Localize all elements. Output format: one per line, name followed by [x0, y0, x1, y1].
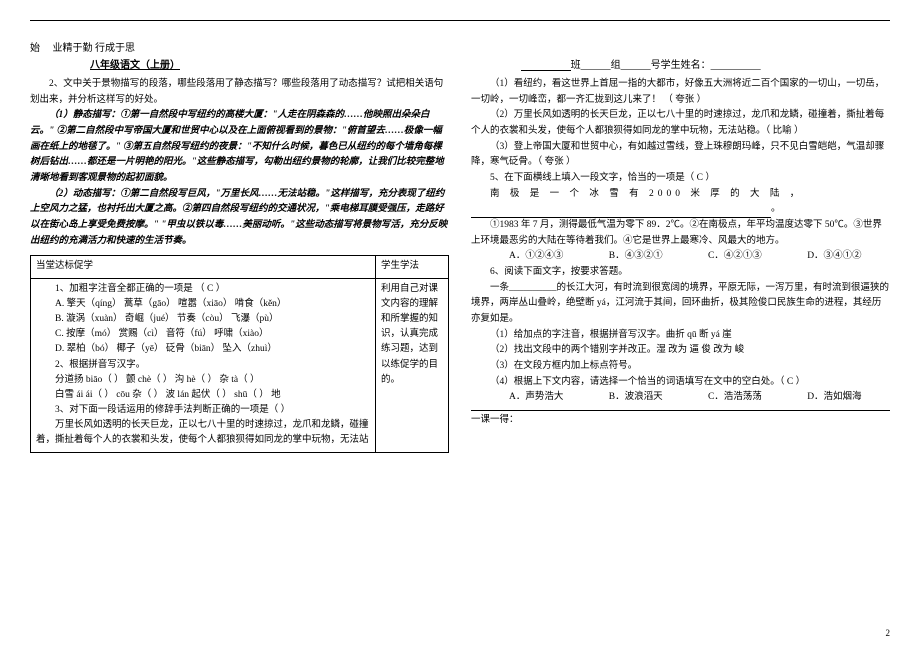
- blank-class: [521, 60, 571, 71]
- header-row: 八年级语文（上册） 班______组______号学生姓名：__________: [30, 56, 890, 71]
- header-left: 八年级语文（上册）: [30, 56, 391, 71]
- top-divider: [30, 20, 890, 21]
- r-q6-3: （3）在文段方框内加上标点符号。: [471, 359, 890, 375]
- r-q6: 6、阅读下面文字，按要求答题。: [471, 265, 890, 281]
- left-q2: 2、文中关于景物描写的段落，哪些段落用了静态描写？哪些段落用了动态描写？试把相关…: [30, 77, 449, 108]
- motto-row: 始 业精于勤 行成于思: [30, 39, 890, 54]
- lesson-gain: 一课一得：: [471, 410, 890, 429]
- left-column: 2、文中关于景物描写的段落，哪些段落用了静态描写？哪些段落用了动态描写？试把相关…: [30, 77, 449, 453]
- r-line2: （2）万里长风如透明的长天巨龙，正以七八十里的时速掠过，龙爪和龙鳞，碰撞着，撕扯…: [471, 108, 890, 139]
- r-q5-sentence: 南 极 是 一 个 冰 雪 有 2000 米 厚 的 大 陆 ，: [471, 187, 890, 203]
- right-column: （1）看纽约，看这世界上首屈一指的大都市，好像五大洲将近二百个国家的一切山，一切…: [471, 77, 890, 453]
- q2-line2: 白雪 ái ái（ ） cōu 杂（ ） 波 lán 起伏（ ） shū（ ） …: [36, 388, 370, 403]
- table-header-row: 当堂达标促学 学生学法: [31, 256, 449, 278]
- r-q5: 5、在下面横线上填入一段文字，恰当的一项是（ C ）: [471, 171, 890, 187]
- q2-head: 2、根据拼音写汉字。: [36, 358, 370, 373]
- r-q5-blank: 。: [471, 202, 890, 218]
- r-line3: （3）登上帝国大厦和世贸中心，有如越过雪线，登上珠穆朗玛峰，只不见白雪皑皑，气温…: [471, 140, 890, 171]
- r-q6-2: （2）找出文段中的两个错别字并改正。湿 改为 逼 俊 改为 峻: [471, 343, 890, 359]
- q5-optB: B．④③②①: [590, 249, 663, 265]
- r-q6-4: （4）根据上下文内容，请选择一个恰当的词语填写在文中的空白处。（ C ）: [471, 375, 890, 391]
- r-q6-4-choices: A．声势浩大 B．波浪滔天 C．浩浩荡荡 D．浩如烟海: [471, 390, 890, 406]
- doc-title: 八年级语文（上册）: [90, 60, 180, 71]
- r-line1: （1）看纽约，看这世界上首屈一指的大都市，好像五大洲将近二百个国家的一切山，一切…: [471, 77, 890, 108]
- motto-text: 业精于勤 行成于思: [53, 43, 136, 54]
- q5-optC: C．④②①③: [689, 249, 762, 265]
- q2-line1: 分道扬 biāo（ ） 颤 chè（ ） 沟 hè（ ） 杂 tà（ ）: [36, 373, 370, 388]
- method-cell: 利用自己对课文内容的理解和所掌握的知识，认真完成练习题，达到以练促学的目的。: [376, 278, 449, 452]
- dynamic-title: （2）动态描写：: [49, 189, 120, 199]
- q64-optC: C．浩浩荡荡: [689, 390, 762, 406]
- motto-left: 始: [30, 43, 40, 54]
- r-q5-choices: A．①②④③ B．④③②① C．④②①③ D．③④①②: [471, 249, 890, 265]
- dynamic-desc: （2）动态描写：①第二自然段写巨风，"万里长风……无法站稳。"这样描写，充分表现…: [30, 187, 449, 250]
- r-q6-1-text: （1）给加点的字注音，根据拼音写汉字。曲折 qū 断 yá 崖: [490, 330, 732, 340]
- q64-optA: A．声势浩大: [490, 390, 563, 406]
- two-columns: 2、文中关于景物描写的段落，哪些段落用了静态描写？哪些段落用了动态描写？试把相关…: [30, 77, 890, 453]
- table-body-row: 1、加粗字注音全都正确的一项是 （ C ） A. 擎天（qíng） 蒿草（gāo…: [31, 278, 449, 452]
- q1-optD: D. 翠柏（bó） 椰子（yē） 砭骨（biān） 坠入（zhuì）: [36, 342, 370, 357]
- q1-optC: C. 按摩（mó） 赏赐（cì） 音符（fú） 呼啸（xiào）: [36, 327, 370, 342]
- r-q6-1: （1）给加点的字注音，根据拼音写汉字。曲折 qū 断 yá 崖: [471, 328, 890, 344]
- q3-body: 万里长风如透明的长天巨龙，正以七八十里的时速掠过，龙爪和龙鳞，碰撞着，撕扯着每个…: [36, 418, 370, 448]
- q1-optA: A. 擎天（qíng） 蒿草（gāo） 喧嚣（xiāo） 啃食（kěn）: [36, 297, 370, 312]
- header-fill: 班______组______号学生姓名：__________: [391, 56, 890, 71]
- static-desc: （1）静态描写：①第一自然段中写纽约的高楼大厦："人走在阴森森的……他映照出朵朵…: [30, 108, 449, 186]
- page-container: 始 业精于勤 行成于思 八年级语文（上册） 班______组______号学生姓…: [0, 0, 920, 646]
- q5-optA: A．①②④③: [490, 249, 563, 265]
- q64-optD: D．浩如烟海: [788, 390, 861, 406]
- static-title: （1）静态描写：: [49, 110, 120, 120]
- study-table: 当堂达标促学 学生学法 1、加粗字注音全都正确的一项是 （ C ） A. 擎天（…: [30, 255, 449, 452]
- static-body: ①第一自然段中写纽约的高楼大厦："人走在阴森森的……他映照出朵朵白云。" ②第二…: [30, 110, 444, 183]
- r-q6-body: 一条__________的长江大河，有时流到很宽阔的境界，平原无际，一泻万里，有…: [471, 281, 890, 328]
- header-suffix: 班______组______号学生姓名：__________: [571, 60, 761, 71]
- q1-head: 1、加粗字注音全都正确的一项是 （ C ）: [36, 282, 370, 297]
- r-q5-opts: ①1983 年 7 月，测得最低气温为零下 89．2℃。②在南极点，年平均温度达…: [471, 218, 890, 249]
- q64-optB: B．波浪滔天: [590, 390, 663, 406]
- th-right: 学生学法: [376, 256, 449, 278]
- table-content-cell: 1、加粗字注音全都正确的一项是 （ C ） A. 擎天（qíng） 蒿草（gāo…: [31, 278, 376, 452]
- q3-head: 3、对下面一段话运用的修辞手法判断正确的一项是（ ）: [36, 403, 370, 418]
- q5-optD: D．③④①②: [788, 249, 861, 265]
- page-number: 2: [886, 628, 891, 638]
- q1-optB: B. 漩涡（xuàn） 奇崛（jué） 节奏（còu） 飞瀑（pù）: [36, 312, 370, 327]
- th-left: 当堂达标促学: [31, 256, 376, 278]
